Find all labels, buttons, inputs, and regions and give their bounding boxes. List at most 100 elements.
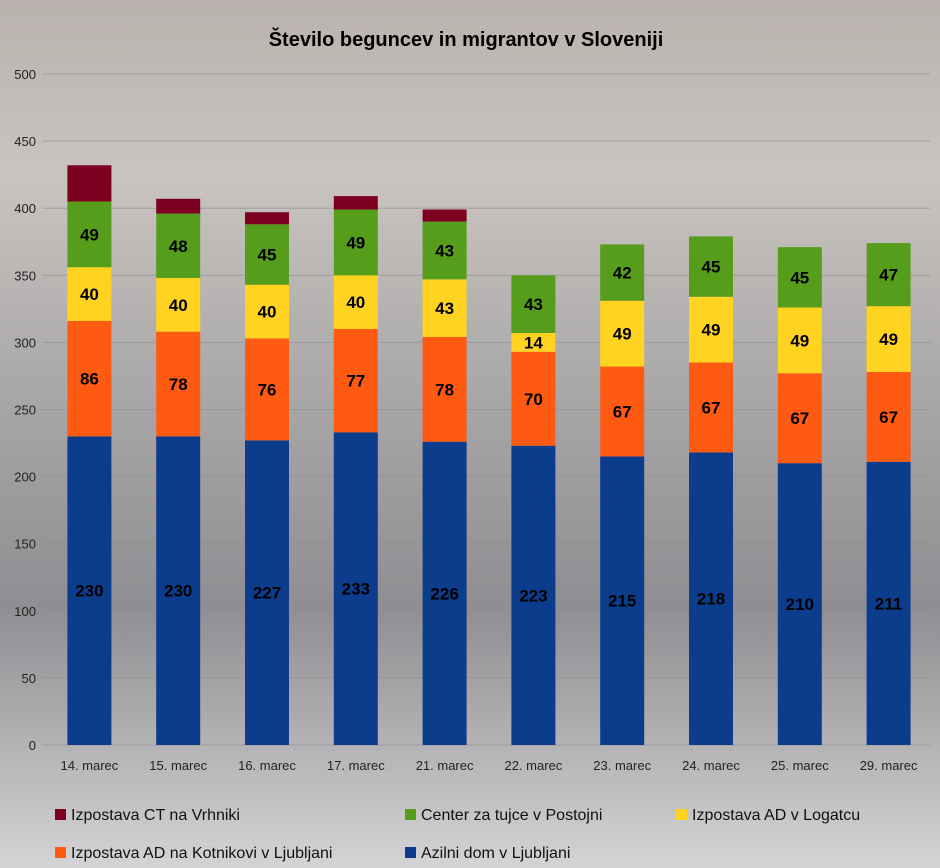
bar-segment <box>866 371 911 462</box>
bar-segment <box>689 236 733 297</box>
data-label: 45 <box>790 268 809 287</box>
data-label: 227 <box>253 584 281 603</box>
bar-segment <box>156 198 201 214</box>
y-tick-label: 350 <box>14 268 36 283</box>
bar-segment <box>511 445 556 745</box>
x-tick-label: 23. marec <box>593 758 651 773</box>
x-tick-label: 21. marec <box>416 758 474 773</box>
legend-label: Izpostava AD na Kotnikovi v Ljubljani <box>71 845 332 862</box>
data-label: 40 <box>169 296 188 315</box>
data-label: 70 <box>524 390 543 409</box>
data-label: 230 <box>75 582 103 601</box>
data-label: 47 <box>879 266 898 285</box>
bars: 230 86 40 49 230 78 40 48 227 76 40 45 233 77 40 49 226 7… <box>67 165 911 745</box>
data-label: 40 <box>346 293 365 312</box>
bar-segment <box>67 201 112 268</box>
data-label: 42 <box>613 264 632 283</box>
data-label: 49 <box>790 331 809 350</box>
data-label: 226 <box>430 584 458 603</box>
data-label: 76 <box>258 380 277 399</box>
y-axis-ticks: 0 50 100 150 200 250 300 350 400 450 500 <box>14 67 36 753</box>
x-tick-label: 16. marec <box>238 758 296 773</box>
bar-segment <box>156 277 201 332</box>
legend-label: Izpostava CT na Vrhniki <box>71 807 240 824</box>
data-label: 49 <box>80 225 99 244</box>
data-label: 43 <box>524 295 543 314</box>
y-tick-label: 400 <box>14 201 36 216</box>
x-tick-label: 17. marec <box>327 758 385 773</box>
bar-segment <box>245 212 289 225</box>
data-label: 223 <box>519 586 547 605</box>
y-tick-label: 200 <box>14 470 36 485</box>
data-label: 49 <box>346 233 365 252</box>
data-label: 211 <box>875 594 902 613</box>
data-label: 67 <box>613 403 632 422</box>
data-label: 67 <box>702 398 721 417</box>
bar-segment <box>600 456 645 745</box>
bar-segment <box>156 213 201 278</box>
data-label: 67 <box>790 409 809 428</box>
legend: Izpostava CT na Vrhniki Center za tujce v… <box>55 807 860 862</box>
bar-segment <box>422 337 467 442</box>
bar-segment <box>422 279 467 338</box>
bar-segment <box>689 452 733 745</box>
data-label: 48 <box>169 237 188 256</box>
chart-title: Število beguncev in migrantov v Slovenij… <box>269 27 664 51</box>
data-label: 14 <box>524 333 543 352</box>
bar-segment <box>777 373 822 464</box>
bar-segment <box>511 351 556 446</box>
data-label: 43 <box>435 299 454 318</box>
x-axis-ticks: 14. marec 15. marec 16. marec 17. marec 21. … <box>60 758 918 773</box>
data-label: 218 <box>697 590 725 609</box>
bar-segment <box>777 247 822 308</box>
y-tick-label: 150 <box>14 537 36 552</box>
bar-segment <box>67 436 112 745</box>
bar-segment <box>422 221 467 280</box>
bar-segment <box>333 196 378 210</box>
bar-segment <box>245 338 289 441</box>
bar-segment <box>156 331 201 437</box>
y-tick-label: 100 <box>14 604 36 619</box>
bar-segment <box>600 366 645 457</box>
data-label: 49 <box>613 325 632 344</box>
bar-segment <box>333 209 378 276</box>
legend-swatch <box>55 809 66 820</box>
data-label: 78 <box>435 380 454 399</box>
x-tick-label: 24. marec <box>682 758 740 773</box>
bar-segment <box>67 320 112 437</box>
bar-segment <box>245 440 289 745</box>
bar-segment <box>689 296 733 363</box>
bar-segment <box>67 165 112 202</box>
x-tick-label: 29. marec <box>860 758 918 773</box>
bar-segment <box>333 328 378 433</box>
bar-segment <box>777 307 822 374</box>
data-label: 78 <box>169 375 188 394</box>
bar-segment <box>333 275 378 329</box>
y-tick-label: 0 <box>29 738 36 753</box>
data-label: 77 <box>346 372 365 391</box>
x-tick-label: 14. marec <box>60 758 118 773</box>
data-label: 230 <box>164 582 192 601</box>
legend-swatch <box>405 809 416 820</box>
data-label: 40 <box>80 285 99 304</box>
legend-label: Azilni dom v Ljubljani <box>421 845 570 862</box>
x-tick-label: 25. marec <box>771 758 829 773</box>
bar-segment <box>777 463 822 745</box>
data-label: 233 <box>342 580 370 599</box>
bar-segment <box>866 306 911 372</box>
data-label: 210 <box>786 595 814 614</box>
bar-segment <box>67 267 112 321</box>
legend-swatch <box>55 847 66 858</box>
bar-segment <box>422 209 467 222</box>
data-label: 45 <box>702 258 721 277</box>
data-label: 86 <box>80 370 99 389</box>
bar-segment <box>245 284 289 339</box>
bar-segment <box>156 436 201 745</box>
bar-segment <box>600 300 645 367</box>
bar-segment <box>511 275 556 334</box>
bar-segment <box>866 243 911 307</box>
data-label: 45 <box>258 245 277 264</box>
bar-segment <box>245 224 289 285</box>
legend-swatch <box>676 809 687 820</box>
